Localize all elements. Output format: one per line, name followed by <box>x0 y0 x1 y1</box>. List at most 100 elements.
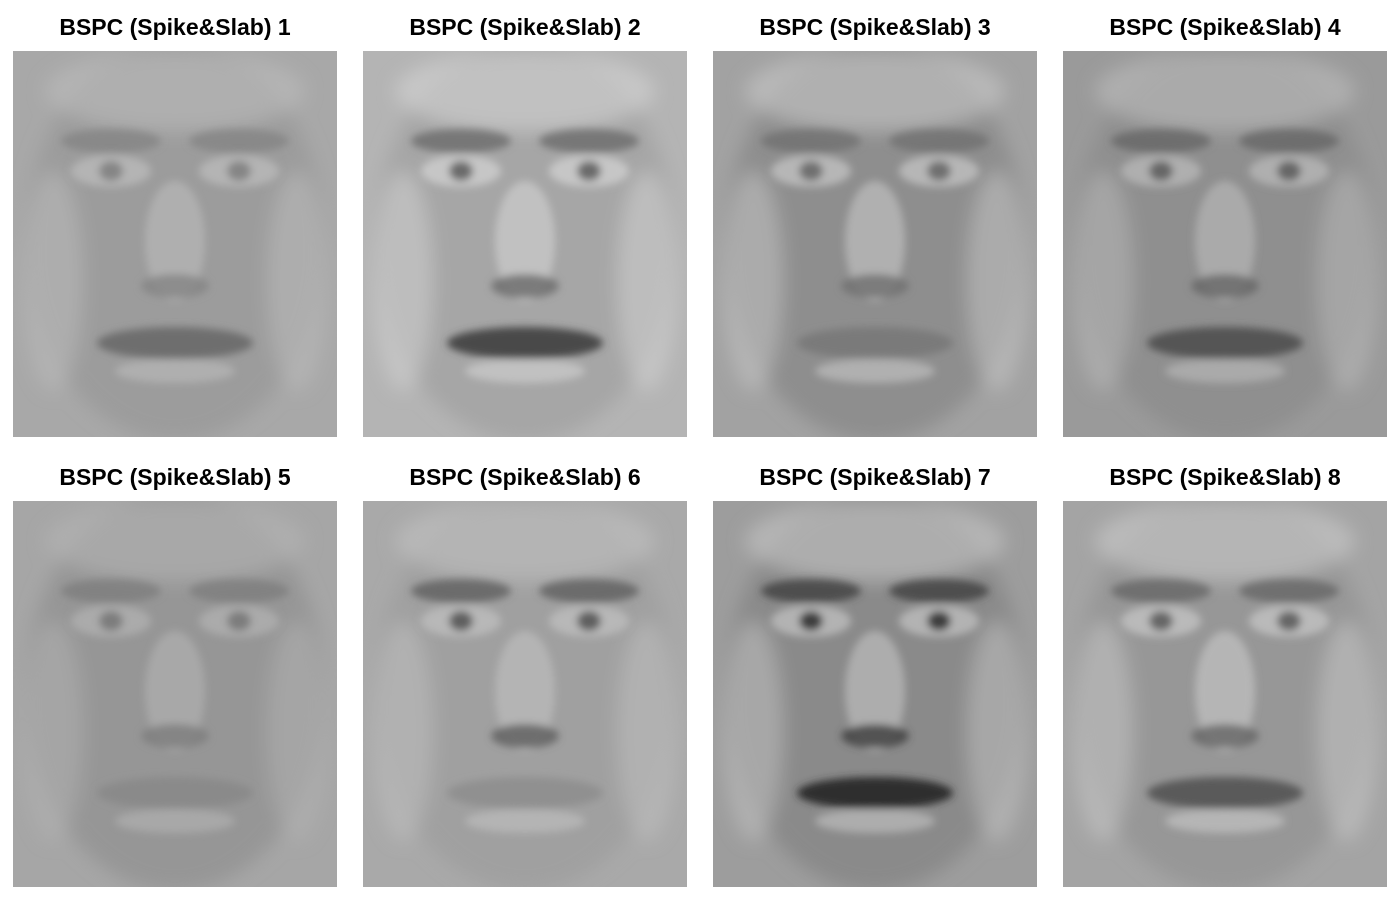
chin-highlight <box>115 809 235 833</box>
chin-highlight <box>465 359 585 383</box>
left-brow <box>61 129 161 153</box>
right-brow <box>889 579 989 603</box>
panel-title: BSPC (Spike&Slab) 3 <box>759 14 991 40</box>
right-brow <box>539 129 639 153</box>
right-cheek <box>617 621 677 841</box>
left-brow <box>411 579 511 603</box>
right-cheek <box>1317 171 1377 391</box>
left-brow <box>411 129 511 153</box>
left-cheek <box>1073 621 1133 841</box>
face-component-image <box>1063 51 1387 437</box>
nose <box>495 181 555 301</box>
right-cheek <box>967 171 1027 391</box>
nostrils <box>1191 274 1259 298</box>
right-cheek <box>267 171 327 391</box>
left-brow <box>61 579 161 603</box>
panel-title: BSPC (Spike&Slab) 4 <box>1109 14 1341 40</box>
nostrils <box>841 274 909 298</box>
chin-highlight <box>465 809 585 833</box>
left-cheek <box>373 621 433 841</box>
right-brow <box>889 129 989 153</box>
face-component-image <box>363 51 687 437</box>
left-brow <box>1111 579 1211 603</box>
right-brow <box>539 579 639 603</box>
mouth <box>1147 777 1303 809</box>
panel-title: BSPC (Spike&Slab) 6 <box>409 464 641 490</box>
nose <box>1195 631 1255 751</box>
left-cheek <box>723 621 783 841</box>
forehead <box>745 501 1005 581</box>
face-component-image <box>713 501 1037 887</box>
left-eye <box>1149 611 1173 631</box>
face-component-image <box>1063 501 1387 887</box>
left-cheek <box>23 621 83 841</box>
chin-highlight <box>1165 809 1285 833</box>
panel-title: BSPC (Spike&Slab) 2 <box>409 14 641 40</box>
right-eye <box>1277 611 1301 631</box>
panel-title: BSPC (Spike&Slab) 8 <box>1109 464 1341 490</box>
right-eye <box>577 161 601 181</box>
left-cheek <box>373 171 433 391</box>
left-eye <box>449 161 473 181</box>
left-brow <box>761 129 861 153</box>
chin-highlight <box>115 359 235 383</box>
left-eye <box>799 161 823 181</box>
right-eye <box>227 611 251 631</box>
nose <box>845 181 905 301</box>
right-cheek <box>267 621 327 841</box>
nostrils <box>491 724 559 748</box>
left-brow <box>1111 129 1211 153</box>
nose <box>845 631 905 751</box>
panel-title: BSPC (Spike&Slab) 7 <box>759 464 991 490</box>
right-brow <box>189 129 289 153</box>
left-eye <box>99 161 123 181</box>
face-component-image <box>363 501 687 887</box>
mouth <box>97 777 253 809</box>
left-eye <box>449 611 473 631</box>
nostrils <box>491 274 559 298</box>
left-brow <box>761 579 861 603</box>
chin-highlight <box>815 359 935 383</box>
right-cheek <box>1317 621 1377 841</box>
left-cheek <box>1073 171 1133 391</box>
chin-highlight <box>1165 359 1285 383</box>
nostrils <box>841 724 909 748</box>
nostrils <box>1191 724 1259 748</box>
mouth <box>447 327 603 359</box>
forehead <box>395 501 655 581</box>
face-component-image <box>13 501 337 887</box>
nose <box>495 631 555 751</box>
forehead <box>745 51 1005 131</box>
forehead <box>1095 51 1355 131</box>
nose <box>145 631 205 751</box>
right-cheek <box>617 171 677 391</box>
face-component-image <box>713 51 1037 437</box>
left-cheek <box>23 171 83 391</box>
nose <box>1195 181 1255 301</box>
forehead <box>45 51 305 131</box>
left-eye <box>799 611 823 631</box>
forehead <box>45 501 305 581</box>
forehead <box>1095 501 1355 581</box>
mouth <box>797 327 953 359</box>
mouth <box>97 327 253 359</box>
mouth <box>447 777 603 809</box>
right-eye <box>1277 161 1301 181</box>
right-eye <box>927 161 951 181</box>
mouth <box>1147 327 1303 359</box>
right-eye <box>577 611 601 631</box>
right-eye <box>227 161 251 181</box>
right-brow <box>1239 129 1339 153</box>
left-eye <box>99 611 123 631</box>
forehead <box>395 51 655 131</box>
right-eye <box>927 611 951 631</box>
left-cheek <box>723 171 783 391</box>
panel-title: BSPC (Spike&Slab) 1 <box>59 14 291 40</box>
nose <box>145 181 205 301</box>
right-brow <box>1239 579 1339 603</box>
mouth <box>797 777 953 809</box>
left-eye <box>1149 161 1173 181</box>
chin-highlight <box>815 809 935 833</box>
right-brow <box>189 579 289 603</box>
